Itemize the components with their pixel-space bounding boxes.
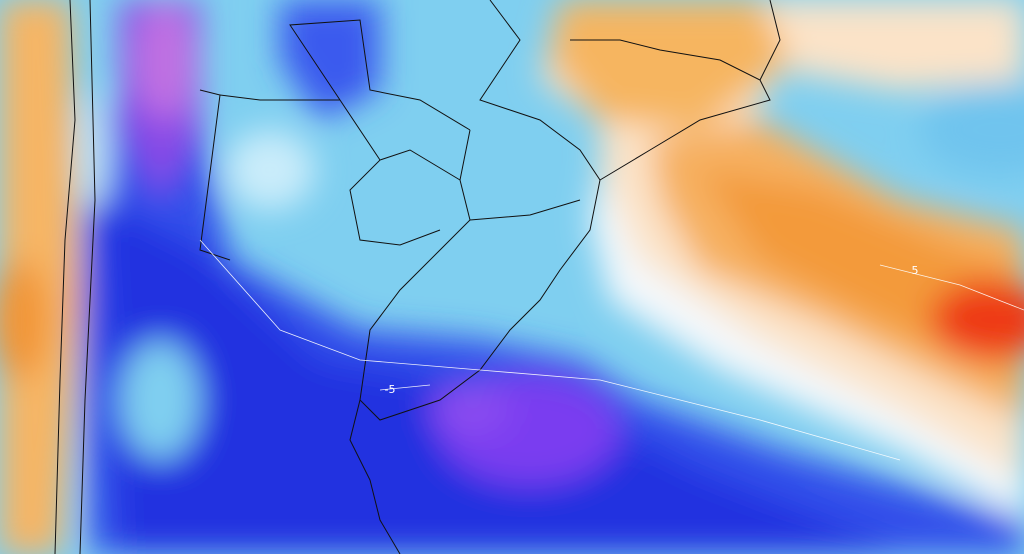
contour-label: -5 [385, 383, 396, 396]
contours [199, 239, 1024, 461]
contour-label: 5 [912, 264, 919, 277]
borders [54, 0, 781, 554]
